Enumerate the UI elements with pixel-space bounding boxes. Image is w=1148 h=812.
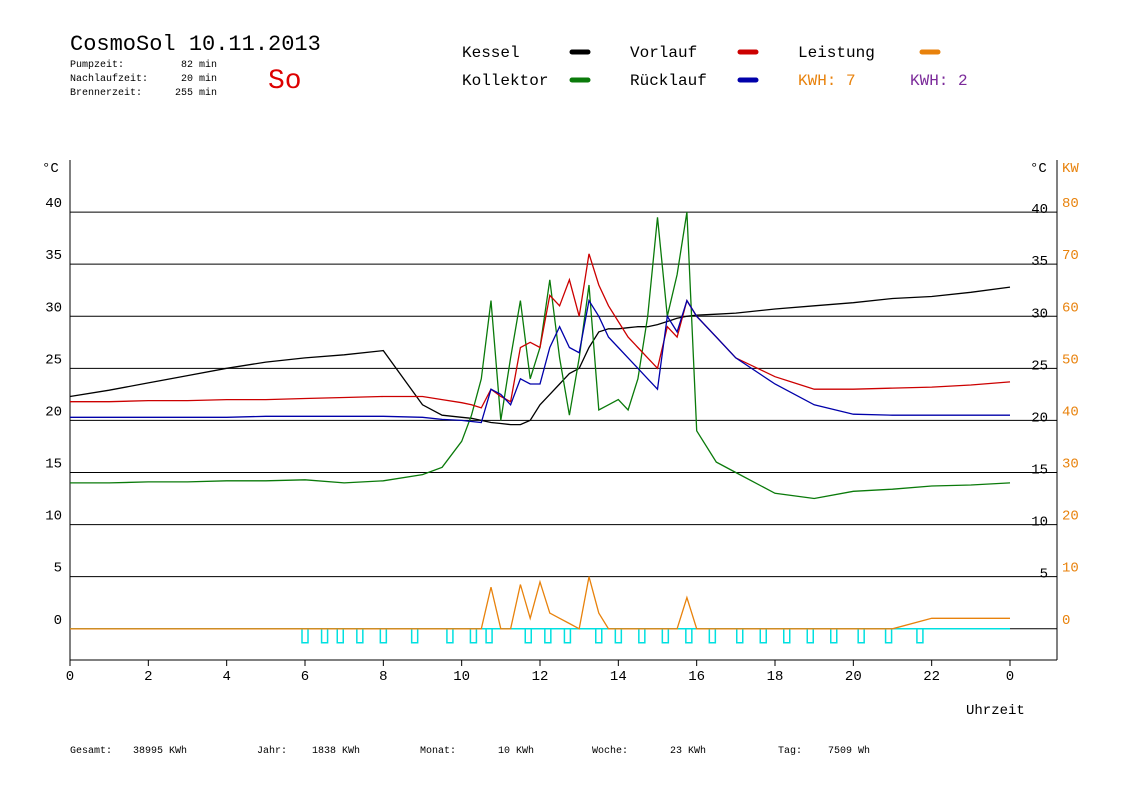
y-tick-label-right: 25 [1031, 358, 1048, 374]
footer-label: Gesamt: [70, 746, 112, 757]
y-tick-label: 40 [45, 196, 62, 212]
x-tick-label: 0 [1006, 669, 1014, 685]
x-tick-label: 10 [453, 669, 470, 685]
pump-marker [544, 628, 552, 644]
footer-label: Tag: [778, 746, 802, 757]
y2-axis-label: °C [1030, 161, 1047, 177]
chart-title: CosmoSol 10.11.2013 [70, 32, 321, 57]
y-tick-label: 15 [45, 457, 62, 473]
x-tick-label: 18 [767, 669, 784, 685]
legend-label: Kollektor [462, 72, 548, 90]
footer-value: 10 KWh [498, 745, 534, 757]
x-tick-label: 4 [222, 669, 230, 685]
y2-tick-label: 80 [1062, 196, 1079, 212]
series-line [70, 298, 1010, 424]
x-tick-label: 0 [66, 669, 74, 685]
footer-label: Woche: [592, 745, 628, 757]
stat-label: Nachlaufzeit: [70, 73, 148, 85]
footer-label: Monat: [420, 746, 456, 757]
y-tick-label-right: 35 [1031, 254, 1048, 270]
kwh-label: KWH: 2 [910, 72, 968, 90]
legend-label: Leistung [798, 44, 875, 62]
y-tick-label: 30 [45, 300, 62, 316]
legend-label: Rücklauf [630, 72, 707, 90]
y-axis-label: °C [42, 161, 59, 177]
y2-tick-label: 30 [1062, 457, 1079, 473]
footer-value: 38995 KWh [133, 745, 187, 757]
x-tick-label: 20 [845, 669, 862, 685]
legend-label: Vorlauf [630, 44, 697, 62]
y2-tick-label: 60 [1062, 300, 1079, 316]
y-tick-label: 0 [54, 613, 62, 629]
y-tick-label-right: 20 [1031, 410, 1048, 426]
stat-value: 20 min [181, 73, 217, 85]
series-line [70, 576, 1010, 630]
x-tick-label: 22 [923, 669, 940, 685]
y-tick-label: 10 [45, 509, 62, 525]
y2-tick-label: 70 [1062, 248, 1079, 264]
y-tick-label-right: 5 [1040, 567, 1048, 583]
x-tick-label: 14 [610, 669, 627, 685]
x-tick-label: 12 [532, 669, 549, 685]
stat-label: Brennerzeit: [70, 87, 142, 99]
pump-marker [916, 628, 924, 644]
pump-marker [685, 628, 693, 644]
x-tick-label: 8 [379, 669, 387, 685]
kwh-label: KWH: 7 [798, 72, 856, 90]
pump-marker [524, 628, 532, 644]
y-tick-label: 25 [45, 352, 62, 368]
footer-label: Jahr: [257, 745, 287, 757]
x-axis-label: Uhrzeit [966, 703, 1025, 719]
y-tick-label-right: 40 [1031, 202, 1048, 218]
pump-marker [563, 628, 572, 644]
pump-marker [595, 628, 603, 644]
y-tick-label-right: 15 [1031, 463, 1048, 479]
y-tick-label: 35 [45, 248, 62, 264]
y-tick-label: 5 [54, 561, 62, 577]
x-tick-label: 16 [688, 669, 705, 685]
y2-tick-label: 40 [1062, 404, 1079, 420]
footer-value: 7509 Wh [828, 745, 870, 757]
stat-value: 82 min [181, 59, 217, 71]
y2-tick-label: 50 [1062, 352, 1079, 368]
y2-tick-label: 20 [1062, 509, 1079, 525]
day-label: So [268, 66, 302, 97]
pump-marker [485, 628, 493, 644]
y-tick-label-right: 10 [1031, 515, 1048, 531]
legend-label: Kessel [462, 44, 520, 62]
y2-tick-label: 10 [1062, 561, 1079, 577]
x-tick-label: 6 [301, 669, 309, 685]
footer-value: 23 KWh [670, 745, 706, 757]
y2-unit-label: KW [1062, 161, 1079, 177]
series-line [70, 211, 1011, 500]
y-tick-label-right: 30 [1031, 306, 1048, 322]
stat-value: 255 min [175, 87, 217, 99]
y-tick-label: 20 [45, 404, 62, 420]
stat-label: Pumpzeit: [70, 59, 124, 71]
y2-tick-label: 0 [1062, 613, 1070, 629]
series-line [69, 286, 1011, 426]
x-tick-label: 2 [144, 669, 152, 685]
footer-value: 1838 KWh [312, 745, 360, 757]
